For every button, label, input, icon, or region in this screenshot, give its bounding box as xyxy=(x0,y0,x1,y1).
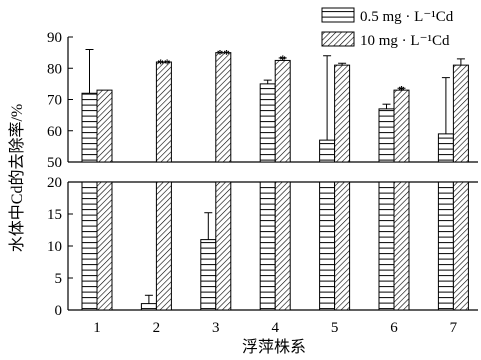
significance-label: * xyxy=(398,82,405,97)
legend-swatch-series-1 xyxy=(321,7,355,23)
bar-series-2-cat-3-lower xyxy=(215,181,232,311)
bar-series-2-cat-5 xyxy=(334,64,351,163)
y-tick-label-lower: 15 xyxy=(47,207,62,223)
y-tick-label-lower: 5 xyxy=(55,271,63,287)
x-tick-label: 3 xyxy=(212,320,220,336)
bar-series-1-cat-4-lower xyxy=(259,181,276,311)
y-tick-label-upper: 90 xyxy=(47,30,62,46)
bar-series-1-cat-6 xyxy=(378,108,395,163)
bar-series-2-cat-4-lower xyxy=(274,181,291,311)
bar-series-2-cat-3 xyxy=(215,52,232,163)
error-bars xyxy=(85,49,465,304)
bar-series-2-cat-2 xyxy=(155,61,172,163)
y-tick-label-upper: 70 xyxy=(47,93,62,109)
legend-swatch-series-2 xyxy=(321,31,355,47)
bar-series-2-cat-6-lower xyxy=(393,181,410,311)
x-tick-label: 7 xyxy=(450,320,458,336)
legend-label-series-1: 0.5 mg · L⁻¹Cd xyxy=(360,9,454,25)
bar-series-1-cat-5 xyxy=(319,139,336,163)
bar-series-1-cat-7-lower xyxy=(437,181,454,311)
significance-label: ** xyxy=(157,56,170,71)
y-tick-labels: 50 60 70 80 90 0 5 10 15 20 xyxy=(47,30,62,319)
bar-series-1-cat-2 xyxy=(140,303,157,311)
x-tick-label: 2 xyxy=(153,320,161,336)
significance-label: ** xyxy=(217,47,230,62)
bar-series-1-cat-6-lower xyxy=(378,181,395,311)
bar-series-2-cat-5-lower xyxy=(334,181,351,311)
bars xyxy=(81,52,469,311)
y-axis-title: 水体中Cd的去除率/% xyxy=(8,104,26,252)
x-tick-label: 6 xyxy=(390,320,398,336)
bar-series-1-cat-1 xyxy=(81,92,98,163)
x-axis-title: 浮萍株系 xyxy=(242,338,306,356)
legend-item-series-2: 10 mg · L⁻¹Cd xyxy=(321,31,450,49)
significance-labels: **** ** xyxy=(157,47,404,98)
bar-series-2-cat-4 xyxy=(274,59,291,163)
y-tick-label-upper: 60 xyxy=(47,124,62,140)
y-tick-label-upper: 50 xyxy=(47,155,62,171)
legend: 0.5 mg · L⁻¹Cd 10 mg · L⁻¹Cd xyxy=(321,7,454,49)
y-tick-label-lower: 20 xyxy=(47,175,62,191)
bar-series-2-cat-6 xyxy=(393,89,410,163)
bar-series-1-cat-4 xyxy=(259,83,276,163)
legend-item-series-1: 0.5 mg · L⁻¹Cd xyxy=(321,7,454,25)
bar-series-2-cat-2-lower xyxy=(155,181,172,311)
bar-series-2-cat-1 xyxy=(96,89,113,163)
bar-series-1-cat-1-lower xyxy=(81,181,98,311)
bar-series-1-cat-5-lower xyxy=(319,181,336,311)
legend-label-series-2: 10 mg · L⁻¹Cd xyxy=(360,33,450,49)
y-tick-label-lower: 10 xyxy=(47,239,62,255)
bar-series-1-cat-3 xyxy=(200,239,217,311)
x-tick-label: 5 xyxy=(331,320,339,336)
significance-label: * xyxy=(279,52,286,67)
y-tick-label-upper: 80 xyxy=(47,61,62,77)
bar-series-2-cat-7 xyxy=(452,64,469,163)
x-tick-label: 4 xyxy=(271,320,279,336)
bar-series-1-cat-7 xyxy=(437,133,454,163)
x-tick-label: 1 xyxy=(93,320,101,336)
bar-series-2-cat-1-lower xyxy=(96,181,113,311)
y-tick-label-lower: 0 xyxy=(55,303,63,319)
bar-series-2-cat-7-lower xyxy=(452,181,469,311)
x-tick-labels: 1 2 3 4 5 6 7 xyxy=(93,320,457,336)
